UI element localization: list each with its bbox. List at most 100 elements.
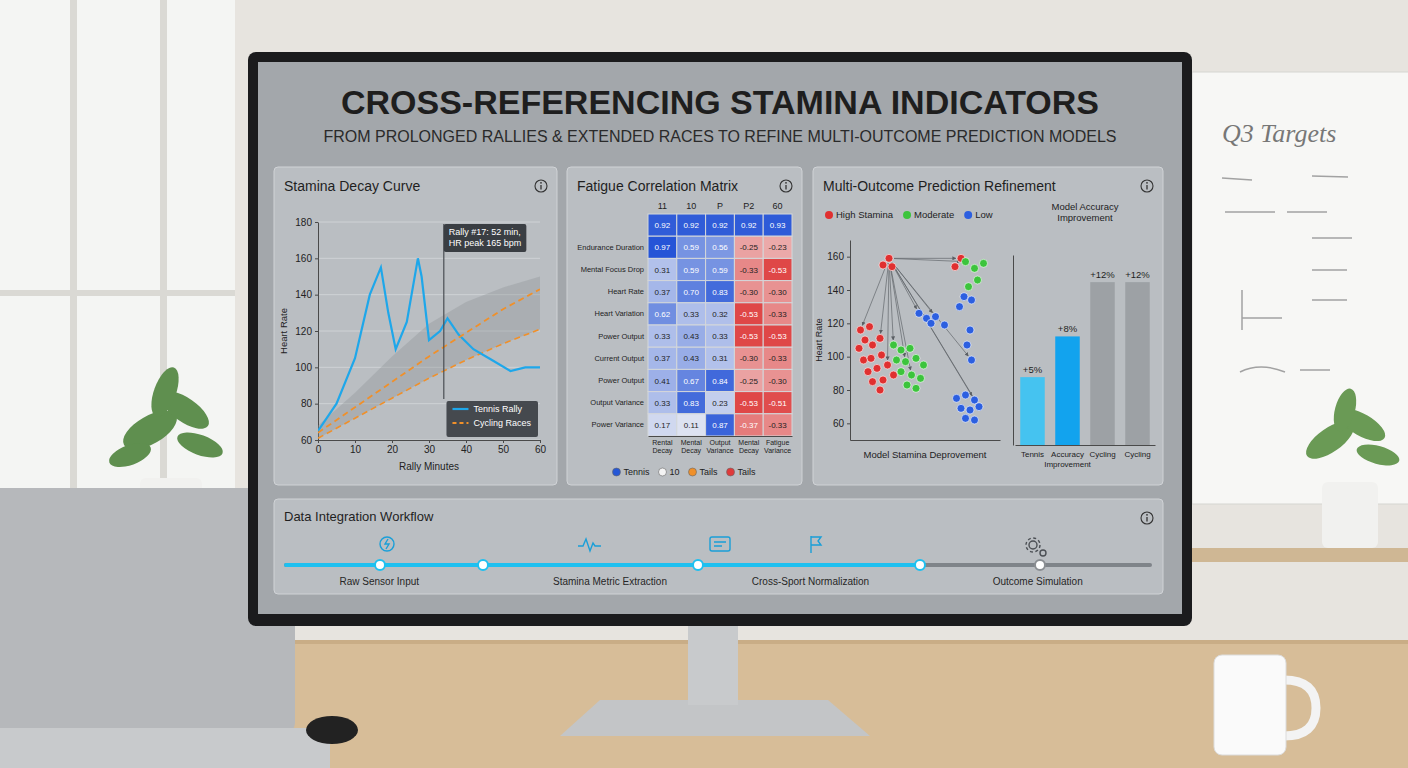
tick-label: MentalDecay (681, 439, 702, 455)
plot-data (855, 254, 988, 424)
point (897, 346, 905, 354)
tick: 50 (498, 440, 510, 455)
cell (648, 303, 677, 325)
cell-label: -0.33 (768, 354, 787, 363)
step-icons (380, 536, 1046, 556)
point (968, 356, 976, 364)
text-line: Heart Variation (595, 309, 644, 318)
tick-mark (503, 440, 504, 443)
column-head: 10 (686, 201, 696, 211)
leaf (146, 364, 184, 420)
legend: Tennis RallyCycling Races (446, 401, 538, 437)
cell-label: 0.41 (655, 377, 671, 386)
cell-label: 0.93 (770, 221, 786, 230)
cell (706, 258, 735, 280)
info-icon[interactable] (1141, 512, 1153, 524)
text-line: Tennis (1021, 450, 1044, 459)
tick-label: 120 (827, 318, 844, 329)
tick-label: 180 (295, 217, 312, 228)
info-dot (785, 182, 787, 184)
info-ring (1141, 180, 1153, 192)
point (966, 406, 974, 414)
text-line: Cycling (1124, 450, 1150, 459)
cells: 0.920.920.920.920.930.970.590.56-0.25-0.… (648, 214, 792, 436)
leaf (174, 427, 226, 462)
band-lower-line (318, 329, 540, 438)
cell (763, 303, 792, 325)
tick-label: Tennis (1021, 450, 1044, 459)
step-label: Stamina Metric Extraction (553, 576, 667, 587)
link-arrow (891, 263, 916, 309)
tick: 0 (316, 440, 322, 455)
text-line: Improvement (1044, 460, 1091, 469)
cell-label: 0.92 (712, 221, 728, 230)
cell-label: -0.23 (768, 243, 787, 252)
point (966, 326, 974, 334)
text-line: Mental (738, 439, 759, 446)
series-line (318, 289, 540, 433)
cell (763, 281, 792, 303)
tick: 120 (295, 326, 318, 337)
legend-swatch (689, 468, 697, 476)
info-icon[interactable] (1141, 180, 1153, 192)
cell (677, 258, 706, 280)
mug-handle (1284, 680, 1316, 736)
icon-pulse (578, 539, 601, 551)
point (873, 364, 881, 372)
text-line: Power Output (598, 332, 645, 341)
cell-label: 0.33 (683, 310, 699, 319)
column-head: P (717, 201, 723, 211)
whiteboard-title: Q3 Targets (1222, 119, 1336, 148)
info-icon[interactable] (780, 180, 792, 192)
cell (763, 347, 792, 369)
legend-label: Moderate (914, 209, 954, 220)
point (906, 344, 914, 352)
leaf (1354, 441, 1401, 470)
tick: 180 (295, 217, 318, 228)
row-label: Mental Focus Drop (581, 265, 644, 274)
text-line: Cycling (1089, 450, 1115, 459)
point (908, 371, 916, 379)
monitor-base (560, 700, 870, 736)
info-icon[interactable] (535, 180, 547, 192)
cell-label: -0.30 (768, 377, 787, 386)
cell-label: -0.25 (740, 243, 759, 252)
cell-label: -0.53 (740, 332, 759, 341)
point (884, 361, 892, 369)
panel-bg (274, 499, 1163, 594)
tick-label: 80 (833, 385, 845, 396)
tick-label: 80 (301, 398, 313, 409)
cell-label: -0.33 (740, 266, 759, 275)
cell (706, 347, 735, 369)
legend-swatch (825, 211, 833, 219)
point (879, 261, 887, 269)
cell-label: -0.37 (740, 421, 759, 430)
info-dot (1146, 514, 1148, 516)
row-label: Heart Variation (595, 309, 644, 318)
x-axis: 0102030405060 (316, 440, 547, 455)
cell (763, 214, 792, 236)
step-label: Outcome Simulation (993, 576, 1083, 587)
cell-label: 0.59 (683, 243, 699, 252)
whiteboard-scribble (1312, 176, 1348, 177)
link-arrow (892, 262, 968, 356)
whiteboard-scribble (1300, 369, 1330, 371)
background: Q3 Targets (0, 0, 1408, 768)
tick-label: 160 (295, 253, 312, 264)
info-stem (540, 185, 541, 190)
panel: Stamina Decay Curve608010012014016018001… (274, 167, 557, 485)
cell-label: 0.33 (655, 399, 671, 408)
cell (734, 303, 763, 325)
tick-label: 100 (827, 351, 844, 362)
cell-label: 0.70 (683, 288, 699, 297)
plot-data (1020, 282, 1150, 445)
cell (677, 325, 706, 347)
icon-gear (1029, 541, 1037, 549)
cell (763, 369, 792, 391)
cell-label: 0.23 (712, 399, 728, 408)
tick-mark (847, 323, 850, 324)
tick-label: 60 (301, 435, 313, 446)
tick-label: MentalDecay (738, 439, 759, 455)
bar (1020, 377, 1045, 445)
track-node (478, 560, 488, 570)
